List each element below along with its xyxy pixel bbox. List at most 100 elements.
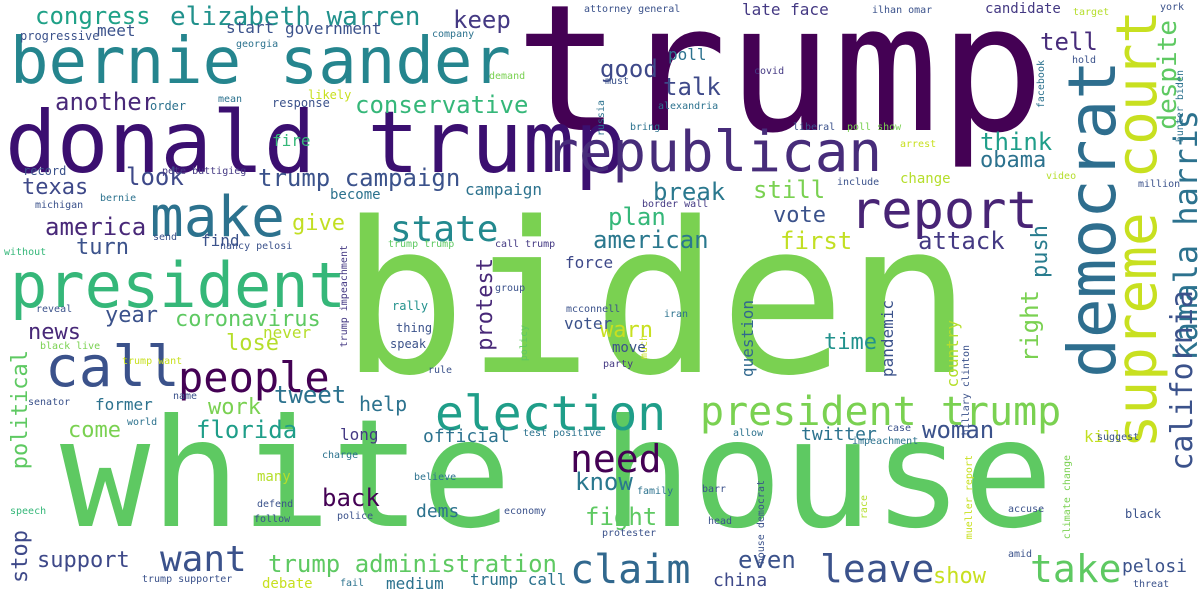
- word-case: case: [887, 423, 912, 434]
- word-many: many: [257, 469, 291, 485]
- word-police: police: [337, 511, 374, 522]
- word-kill: kill: [1084, 427, 1123, 446]
- word-million: million: [1138, 179, 1181, 190]
- word-follow: follow: [254, 514, 291, 525]
- word-take: take: [1030, 547, 1122, 591]
- word-attack: attack: [918, 227, 1005, 255]
- word-charge: charge: [322, 450, 359, 461]
- word-iran: iran: [664, 309, 689, 320]
- word-official: official: [423, 426, 510, 447]
- word-trump-impeachment: trump impeachment: [339, 245, 350, 348]
- word-good: good: [600, 55, 658, 83]
- word-rule: rule: [428, 365, 453, 376]
- word-republican: republican: [545, 120, 883, 185]
- word-become: become: [330, 187, 381, 203]
- word-fight: fight: [585, 503, 658, 531]
- word-stop: stop: [8, 530, 33, 583]
- word-bernie-sander: bernie sander: [10, 25, 511, 99]
- word-never: never: [263, 323, 312, 342]
- word-protest: protest: [473, 258, 498, 351]
- word-trump-trump: trump trump: [388, 239, 455, 250]
- word-push: push: [1028, 225, 1053, 278]
- word-defend: defend: [257, 499, 294, 510]
- word-accuse: accuse: [1008, 504, 1045, 515]
- word-start: start: [226, 18, 275, 37]
- word-turn: turn: [76, 235, 129, 260]
- word-send: send: [153, 232, 178, 243]
- word-michigan: michigan: [35, 200, 84, 211]
- word-test-positive: test positive: [523, 428, 602, 439]
- word-election: election: [435, 386, 667, 442]
- word-arrest: arrest: [900, 139, 937, 150]
- word-likely: likely: [308, 88, 352, 102]
- word-bring: bring: [630, 122, 661, 133]
- word-report: report: [850, 181, 1038, 241]
- word-california: california: [1165, 290, 1200, 471]
- word-meet: meet: [97, 21, 136, 40]
- word-covid: covid: [754, 66, 785, 77]
- word-support: support: [37, 548, 130, 573]
- word-response: response: [272, 96, 330, 110]
- word-debate: debate: [262, 576, 313, 592]
- word-lose: lose: [226, 331, 279, 356]
- word-woman: woman: [922, 416, 995, 444]
- word-change: change: [900, 171, 951, 187]
- word-vote: vote: [773, 203, 826, 228]
- word-move: move: [612, 340, 646, 356]
- word-head: head: [708, 516, 733, 527]
- word-attorney-general: attorney general: [584, 4, 681, 15]
- word-bernie: bernie: [100, 193, 137, 204]
- word-hunter-biden: hunter biden: [1175, 70, 1186, 143]
- word-president: president: [10, 249, 346, 322]
- word-know: know: [575, 468, 633, 496]
- word-claim: claim: [570, 547, 691, 593]
- word-pete-buttigieg: pete buttigieg: [162, 166, 247, 177]
- word-dems: dems: [416, 501, 460, 522]
- word-house-democrat: house democrat: [756, 480, 767, 565]
- word-medium: medium: [386, 574, 444, 593]
- word-coronavirus: coronavirus: [175, 307, 321, 332]
- word-president-trump: president trump: [700, 389, 1062, 435]
- word-include: include: [837, 177, 880, 188]
- word-without: without: [4, 247, 47, 258]
- word-long: long: [340, 425, 379, 444]
- word-thing: thing: [396, 321, 433, 335]
- word-another: another: [55, 88, 157, 116]
- word-allow: allow: [733, 428, 764, 439]
- word-impeachment: impeachment: [852, 436, 919, 447]
- word-trump-call: trump call: [470, 570, 567, 589]
- word-need: need: [570, 437, 662, 481]
- word-show: show: [933, 564, 986, 589]
- word-pandemic: pandemic: [878, 300, 897, 378]
- word-state: state: [390, 209, 499, 250]
- word-candidate: candidate: [985, 1, 1061, 17]
- word-tweet: tweet: [274, 381, 347, 409]
- word-news: news: [28, 320, 81, 345]
- word-donald-trump: donald trump: [5, 93, 627, 193]
- word-facebook: facebook: [1036, 60, 1047, 109]
- word-florida: florida: [196, 416, 298, 444]
- word-time: time: [824, 330, 877, 355]
- word-progressive: progressive: [20, 29, 100, 43]
- word-even: even: [738, 546, 796, 574]
- word-order: order: [150, 99, 187, 113]
- word-obama: obama: [980, 148, 1047, 173]
- word-video: video: [1046, 171, 1077, 182]
- word-american: american: [593, 226, 709, 254]
- word-government: government: [285, 19, 382, 38]
- word-break: break: [653, 178, 726, 206]
- word-senator: senator: [28, 397, 71, 408]
- word-trump-supporter: trump supporter: [142, 574, 233, 585]
- word-russia: russia: [596, 100, 607, 137]
- word-nancy-pelosi: nancy pelosi: [220, 241, 293, 252]
- word-warn: warn: [600, 318, 653, 343]
- word-texas: texas: [22, 175, 89, 200]
- word-race: race: [859, 495, 870, 520]
- word-black-live: black live: [40, 341, 101, 352]
- word-party: party: [603, 359, 634, 370]
- word-people: people: [178, 353, 330, 402]
- word-amid: amid: [1008, 549, 1033, 560]
- word-name: name: [173, 391, 198, 402]
- word-protester: protester: [602, 528, 657, 539]
